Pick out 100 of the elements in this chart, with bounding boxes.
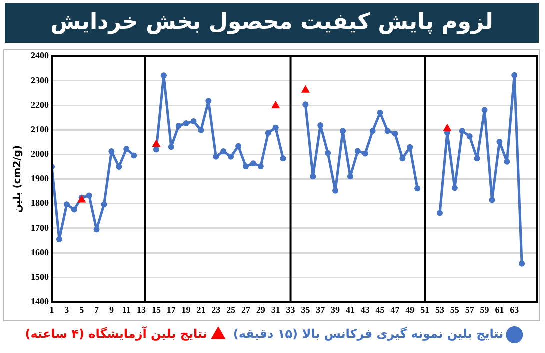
point <box>302 102 309 108</box>
point <box>153 146 160 153</box>
point <box>86 192 92 199</box>
point <box>466 134 473 140</box>
point <box>443 124 452 132</box>
y-tick-label: 1800 <box>31 198 50 208</box>
x-tick-label: 55 <box>450 304 460 315</box>
x-tick-label: 23 <box>212 304 222 315</box>
point <box>265 130 272 136</box>
x-tick-label: 25 <box>226 304 236 315</box>
point <box>64 202 70 208</box>
point <box>190 118 197 125</box>
x-tick-label: 51 <box>420 304 430 315</box>
point <box>301 85 310 93</box>
x-tick-label: 1 <box>50 304 55 315</box>
chart-title: لزوم پایش کیفیت محصول بخش خردایش <box>5 3 539 43</box>
x-tick-label: 41 <box>346 304 356 315</box>
x-tick-label: 47 <box>390 304 400 315</box>
x-tick-label: 27 <box>242 304 251 315</box>
point <box>168 144 174 150</box>
point <box>318 122 324 128</box>
point <box>512 72 518 78</box>
point <box>116 164 122 170</box>
y-tick-label: 2400 <box>31 50 50 61</box>
point <box>482 107 488 114</box>
x-tick-label: 21 <box>196 304 206 315</box>
point <box>362 150 368 157</box>
point <box>176 122 182 129</box>
x-tick-label: 45 <box>376 304 386 315</box>
x-tick-label: 15 <box>152 304 162 315</box>
x-tick-label: 37 <box>316 304 326 315</box>
x-tick-label: 3 <box>64 304 70 315</box>
legend-label: نتایج بلین آزمایشگاه (۴ ساعته) <box>25 326 208 342</box>
point <box>272 101 280 109</box>
point <box>160 72 167 79</box>
x-tick-label: 17 <box>166 304 176 315</box>
point <box>347 174 354 180</box>
x-tick-label: 29 <box>256 304 266 315</box>
x-tick-label: 11 <box>122 304 132 315</box>
x-tick-label: 31 <box>271 304 281 315</box>
point <box>220 148 227 155</box>
point <box>310 174 316 180</box>
point <box>452 185 458 192</box>
point <box>519 260 526 267</box>
point <box>354 148 361 154</box>
x-tick-label: 35 <box>301 304 311 315</box>
point <box>384 128 391 134</box>
y-tick-label: 1700 <box>31 222 50 233</box>
point <box>414 186 421 192</box>
point <box>124 146 130 152</box>
x-tick-label: 63 <box>510 304 520 315</box>
point <box>392 130 398 137</box>
x-tick-label: 13 <box>137 304 147 315</box>
point <box>213 154 220 160</box>
y-tick-label: 2000 <box>31 149 50 160</box>
point <box>504 158 510 165</box>
point <box>236 143 242 150</box>
point <box>228 154 234 160</box>
y-tick-label: 1500 <box>31 272 50 282</box>
x-tick-label: 43 <box>360 304 370 315</box>
y-tick-label: 2100 <box>31 124 50 134</box>
y-tick-label: 1400 <box>31 296 50 307</box>
point <box>243 164 249 170</box>
point <box>183 120 190 127</box>
x-tick-label: 49 <box>406 304 416 315</box>
y-tick-label: 1600 <box>31 247 50 258</box>
x-tick-label: 19 <box>182 304 192 315</box>
x-tick-label: 9 <box>109 304 114 315</box>
x-tick-label: 33 <box>286 304 296 315</box>
point <box>101 202 108 208</box>
point <box>325 150 332 156</box>
y-tick-label: 2200 <box>31 100 50 110</box>
point <box>250 160 256 167</box>
point <box>400 156 406 162</box>
point <box>459 128 466 134</box>
y-axis-title: بلین (cm2/g) <box>12 145 24 214</box>
x-tick-label: 7 <box>94 304 100 315</box>
point <box>489 197 496 204</box>
x-tick-label: 39 <box>331 304 341 315</box>
point <box>370 128 376 134</box>
point <box>258 164 264 170</box>
legend-label: نتایج بلین نمونه گیری فرکانس بالا (۱۵ دقیقه) <box>233 327 504 342</box>
point <box>332 188 339 194</box>
x-tick-label: 53 <box>436 304 445 315</box>
point <box>206 98 212 104</box>
x-tick-label: 5 <box>80 304 85 315</box>
y-tick-label: 1900 <box>31 174 50 184</box>
point <box>198 127 204 134</box>
point <box>272 124 279 131</box>
x-tick-label: 57 <box>465 304 475 315</box>
point <box>280 156 286 162</box>
point <box>56 236 62 243</box>
point <box>71 206 78 213</box>
y-tick-label: 2300 <box>31 75 50 86</box>
point <box>407 144 414 150</box>
point <box>152 140 161 148</box>
point <box>474 156 480 162</box>
x-tick-label: 61 <box>495 304 505 315</box>
point <box>437 210 443 216</box>
point <box>131 152 138 159</box>
